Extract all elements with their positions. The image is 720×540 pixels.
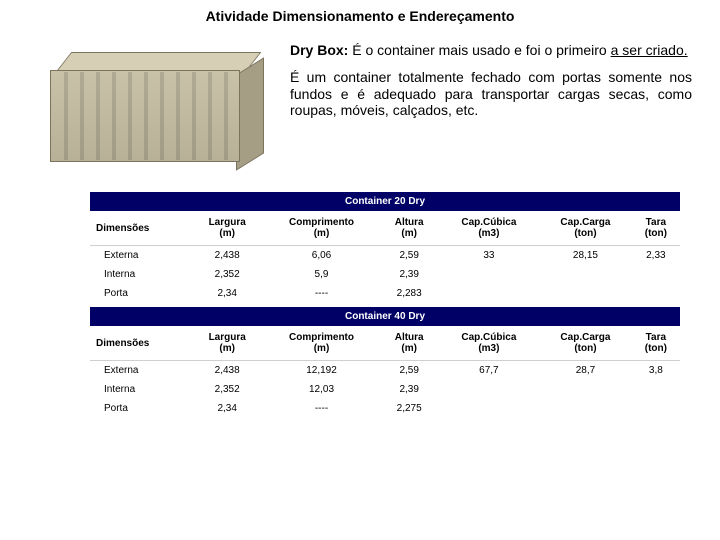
col-tara: Tara(ton) [632,326,680,361]
cell-carga: 28,15 [539,246,632,266]
page-title: Atividade Dimensionamento e Endereçament… [0,0,720,24]
cell-tara [632,265,680,284]
cell-cubica: 33 [439,246,540,266]
tables-wrap: Container 20 Dry Dimensões Largura(m) Co… [0,188,720,418]
table-row: Porta2,34----2,275 [90,399,680,418]
cell-cubica [439,380,540,399]
cell-altura: 2,283 [380,284,439,303]
cell-altura: 2,59 [380,246,439,266]
cell-comp: 12,192 [263,361,379,381]
col-dimensoes: Dimensões [90,211,191,246]
table-container-40: Container 40 Dry Dimensões Largura(m) Co… [90,307,680,418]
cell-largura: 2,352 [191,265,263,284]
cell-carga [539,284,632,303]
col-altura: Altura(m) [380,326,439,361]
cell-comp: ---- [263,284,379,303]
col-altura: Altura(m) [380,211,439,246]
cell-label: Porta [90,399,191,418]
table-row: Externa2,43812,1922,5967,728,73,8 [90,361,680,381]
cell-altura: 2,59 [380,361,439,381]
cell-cubica: 67,7 [439,361,540,381]
cell-label: Porta [90,284,191,303]
cell-largura: 2,34 [191,284,263,303]
cell-label: Externa [90,246,191,266]
cell-cubica [439,265,540,284]
col-cubica: Cap.Cúbica(m3) [439,326,540,361]
col-comprimento: Comprimento(m) [263,211,379,246]
table-row: Interna2,3525,92,39 [90,265,680,284]
col-largura: Largura(m) [191,211,263,246]
col-comprimento: Comprimento(m) [263,326,379,361]
col-dimensoes: Dimensões [90,326,191,361]
table40-banner: Container 40 Dry [90,307,680,326]
cell-label: Externa [90,361,191,381]
cell-comp: 5,9 [263,265,379,284]
cell-label: Interna [90,265,191,284]
intro-lead-underline: a ser criado. [611,42,688,58]
table-container-20: Container 20 Dry Dimensões Largura(m) Co… [90,192,680,303]
cell-comp: 12,03 [263,380,379,399]
intro-text: Dry Box: É o container mais usado e foi … [290,42,692,129]
cell-altura: 2,275 [380,399,439,418]
cell-largura: 2,438 [191,246,263,266]
col-tara: Tara(ton) [632,211,680,246]
cell-carga: 28,7 [539,361,632,381]
table20-banner: Container 20 Dry [90,192,680,211]
cell-cubica [439,284,540,303]
intro-lead-bold: Dry Box: [290,42,348,58]
col-largura: Largura(m) [191,326,263,361]
cell-label: Interna [90,380,191,399]
cell-tara: 2,33 [632,246,680,266]
intro-para2: É um container totalmente fechado com po… [290,69,692,119]
cell-largura: 2,352 [191,380,263,399]
table-row: Porta2,34----2,283 [90,284,680,303]
container-illustration [22,42,272,182]
cell-carga [539,265,632,284]
cell-tara [632,399,680,418]
col-carga: Cap.Carga(ton) [539,211,632,246]
cell-largura: 2,438 [191,361,263,381]
cell-carga [539,380,632,399]
cell-comp: 6,06 [263,246,379,266]
intro-lead-rest: É o container mais usado e foi o primeir… [348,42,610,58]
cell-carga [539,399,632,418]
cell-comp: ---- [263,399,379,418]
table40-header-row: Dimensões Largura(m) Comprimento(m) Altu… [90,326,680,361]
table20-header-row: Dimensões Largura(m) Comprimento(m) Altu… [90,211,680,246]
cell-tara [632,380,680,399]
cell-cubica [439,399,540,418]
cell-tara [632,284,680,303]
col-carga: Cap.Carga(ton) [539,326,632,361]
cell-tara: 3,8 [632,361,680,381]
col-cubica: Cap.Cúbica(m3) [439,211,540,246]
table-row: Interna2,35212,032,39 [90,380,680,399]
table-row: Externa2,4386,062,593328,152,33 [90,246,680,266]
cell-altura: 2,39 [380,265,439,284]
intro-row: Dry Box: É o container mais usado e foi … [0,24,720,188]
cell-largura: 2,34 [191,399,263,418]
cell-altura: 2,39 [380,380,439,399]
